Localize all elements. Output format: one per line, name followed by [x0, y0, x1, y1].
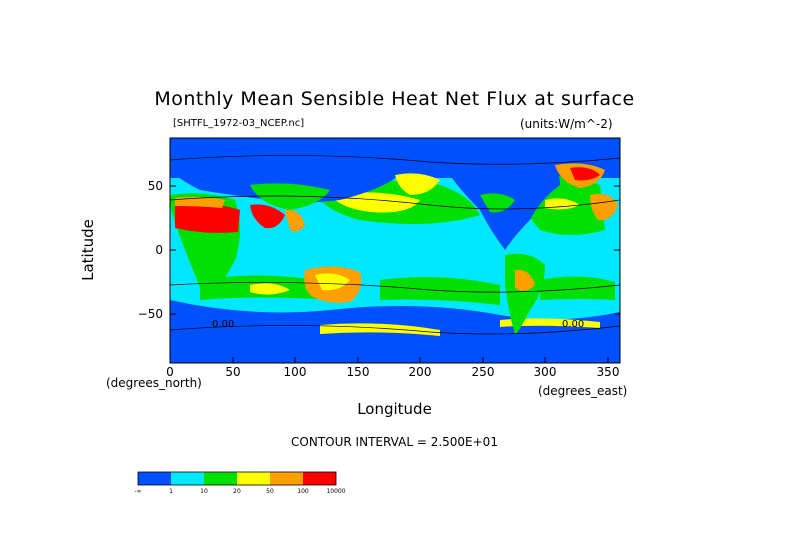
x-tick-250: 250	[471, 365, 495, 379]
south-atlantic-band	[540, 276, 615, 300]
arabia-max	[250, 204, 285, 229]
colorbar-label-6: 10000	[326, 488, 346, 495]
colorbar-swatch-3	[237, 472, 270, 485]
colorbar-swatch-0	[138, 472, 171, 485]
file-label: [SHTFL_1972-03_NCEP.nc]	[173, 118, 305, 129]
map-label-2: 0.00	[562, 319, 584, 330]
colorbar-label-5: 100	[297, 488, 309, 495]
sahara-hot	[175, 196, 225, 208]
x-tick-100: 100	[283, 365, 307, 379]
australia-interior	[315, 273, 350, 291]
asia-interior	[250, 183, 330, 210]
x-tick-300: 300	[533, 365, 557, 379]
colorbar-label-2: 10	[200, 488, 208, 495]
colorbar-label-0: -∞	[134, 488, 142, 495]
contour-line-4	[170, 155, 620, 165]
x-tick-350: 350	[596, 365, 620, 379]
gulf-stream-hot	[590, 193, 618, 221]
atlantic-warm-patch	[545, 198, 580, 210]
y-tick-0: 0	[155, 243, 163, 257]
y-tick-minus50: −50	[137, 307, 163, 321]
contour-line-2	[170, 282, 620, 293]
kuroshio-warm	[395, 173, 440, 195]
north-atlantic-max	[570, 167, 600, 181]
colorbar-swatch-5	[303, 472, 336, 485]
x-tick-200: 200	[408, 365, 432, 379]
indian-warm-patch	[250, 283, 290, 295]
south-america-hot	[515, 269, 535, 291]
india-hot	[285, 209, 305, 232]
x-tick-150: 150	[346, 365, 370, 379]
x-axis-label: Longitude	[357, 400, 432, 418]
colorbar-swatch-2	[204, 472, 237, 485]
colorbar-label-1: 1	[169, 488, 173, 495]
contour-interval: CONTOUR INTERVAL = 2.500E+01	[291, 435, 498, 449]
x-tick-0: 0	[166, 365, 174, 379]
map-field	[170, 138, 620, 363]
colorbar-label-4: 50	[266, 488, 274, 495]
y-tick-50: 50	[147, 179, 163, 193]
x-unit-left: (degrees_north)	[106, 376, 202, 390]
y-axis-label: Latitude	[79, 219, 97, 281]
sahara-max	[175, 203, 240, 233]
colorbar-label-3: 20	[233, 488, 241, 495]
colorbar	[137, 471, 337, 486]
colorbar-frame	[137, 471, 337, 486]
pacific-warm-patch	[330, 192, 420, 213]
units-label: (units:W/m^-2)	[520, 117, 613, 131]
south-pacific-band	[380, 276, 500, 305]
axis-ticks	[169, 185, 620, 363]
colorbar-swatch-1	[171, 472, 204, 485]
north-america-interior	[480, 193, 515, 213]
x-tick-50: 50	[225, 365, 241, 379]
antarctic-band	[170, 330, 620, 363]
map-label-1: 0.00	[212, 319, 234, 330]
antarctic-coast-warm-2	[500, 318, 600, 328]
contour-line-3	[170, 325, 620, 335]
chart-title: Monthly Mean Sensible Heat Net Flux at s…	[154, 88, 635, 110]
contour-line-1	[170, 195, 620, 210]
eurasia	[170, 153, 400, 203]
x-unit-right: (degrees_east)	[538, 384, 628, 398]
colorbar-swatch-4	[270, 472, 303, 485]
